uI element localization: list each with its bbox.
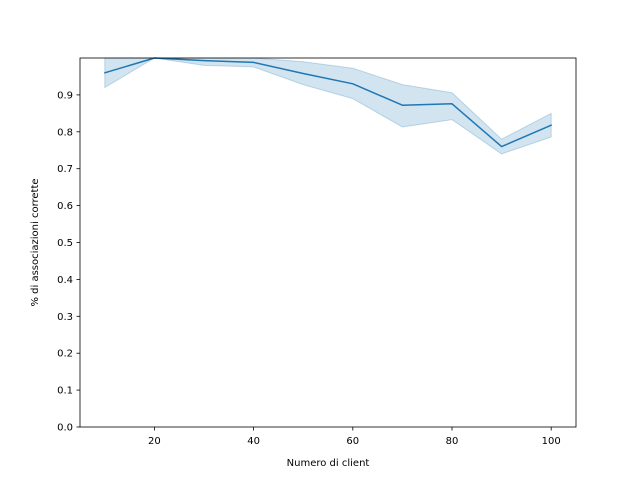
y-tick-label: 0.4: [57, 275, 73, 286]
y-tick-label: 0.5: [57, 238, 73, 249]
x-tick-label: 100: [542, 436, 561, 447]
plot-area: [104, 57, 552, 155]
y-tick-label: 0.7: [57, 164, 73, 175]
series-line: [104, 57, 552, 148]
series-points: [104, 57, 552, 147]
y-axis-ticks: 0.0 0.1 0.2 0.3 0.4 0.5 0.6 0.7 0.8 0.9: [57, 90, 80, 434]
y-axis-label: % di associazioni corrette: [30, 178, 41, 306]
y-tick-label: 0.8: [57, 127, 73, 138]
x-axis-ticks: 20 40 60 80 100: [148, 427, 561, 447]
x-tick-label: 80: [446, 436, 459, 447]
x-tick-label: 60: [346, 436, 359, 447]
y-tick-label: 0.1: [57, 386, 73, 397]
y-tick-label: 0.0: [57, 423, 73, 434]
x-tick-label: 40: [247, 436, 260, 447]
plot-frame: [79, 57, 577, 428]
y-tick-label: 0.6: [57, 201, 73, 212]
y-tick-label: 0.2: [57, 349, 73, 360]
x-tick-label: 20: [148, 436, 161, 447]
y-tick-label: 0.9: [57, 90, 73, 101]
y-tick-label: 0.3: [57, 312, 73, 323]
x-axis-label: Numero di client: [287, 458, 370, 469]
